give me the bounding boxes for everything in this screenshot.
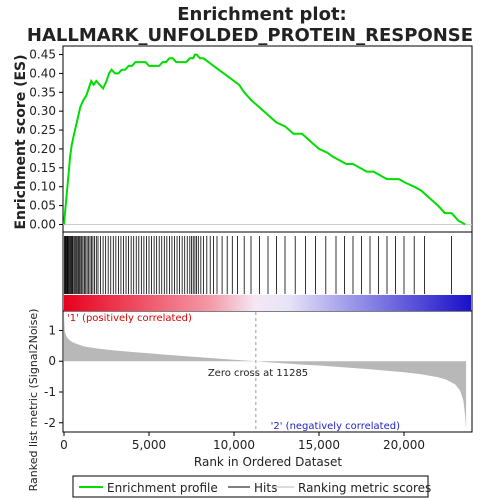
es-y-tick-label: 0.45 bbox=[29, 48, 56, 62]
es-y-tick-label: 0.20 bbox=[29, 142, 56, 156]
x-axis: 0 5,000 10,000 15,000 20,000 bbox=[60, 432, 425, 452]
legend-metric-label: Ranking metric scores bbox=[298, 481, 431, 495]
es-y-tick-label: 0.15 bbox=[29, 161, 56, 175]
es-y-tick-label: 0.30 bbox=[29, 104, 56, 118]
es-y-tick-label: 0.05 bbox=[29, 199, 56, 213]
es-y-axis: 0.00 0.05 0.10 0.15 0.20 0.25 0.30 0.35 0.40 0.45 bbox=[29, 48, 63, 231]
legend-box bbox=[72, 475, 429, 498]
x-tick-label: 5,000 bbox=[132, 438, 166, 452]
legend-enrichment-label: Enrichment profile bbox=[107, 481, 218, 495]
metric-y-axis: -2 -1 0 1 bbox=[44, 323, 63, 430]
metric-y-tick-label: 1 bbox=[48, 323, 56, 337]
zero-cross-label: Zero cross at 11285 bbox=[208, 368, 308, 379]
es-y-tick-label: 0.40 bbox=[29, 66, 56, 80]
metric-y-tick-label: -2 bbox=[44, 416, 56, 430]
es-y-tick-label: 0.25 bbox=[29, 123, 56, 137]
x-tick-label: 10,000 bbox=[213, 438, 255, 452]
es-panel-frame bbox=[62, 45, 473, 233]
legend-hits-label: Hits bbox=[254, 481, 277, 495]
es-y-tick-label: 0.10 bbox=[29, 180, 56, 194]
positive-correlation-label: '1' (positively correlated) bbox=[67, 313, 192, 324]
metric-y-axis-label: Ranked list metric (Signal2Noise) bbox=[27, 309, 40, 492]
metric-y-tick-label: 0 bbox=[48, 354, 56, 368]
metric-y-tick-label: -1 bbox=[44, 385, 56, 399]
enrichment-profile-line bbox=[63, 53, 466, 226]
chart-title-line-1: Enrichment plot: bbox=[177, 4, 347, 25]
es-y-tick-label: 0.35 bbox=[29, 85, 56, 99]
x-tick-label: 0 bbox=[60, 438, 68, 452]
es-y-tick-label: 0.00 bbox=[29, 217, 56, 231]
negative-correlation-label: '2' (negatively correlated) bbox=[271, 421, 400, 432]
x-tick-label: 15,000 bbox=[298, 438, 340, 452]
hits-marks bbox=[64, 236, 453, 294]
x-axis-label: Rank in Ordered Dataset bbox=[194, 455, 342, 469]
chart-title-line-2: HALLMARK_UNFOLDED_PROTEIN_RESPONSE bbox=[27, 25, 473, 46]
x-tick-label: 20,000 bbox=[383, 438, 425, 452]
es-y-axis-label: Enrichment score (ES) bbox=[13, 54, 29, 229]
rank-color-bar bbox=[64, 295, 471, 311]
